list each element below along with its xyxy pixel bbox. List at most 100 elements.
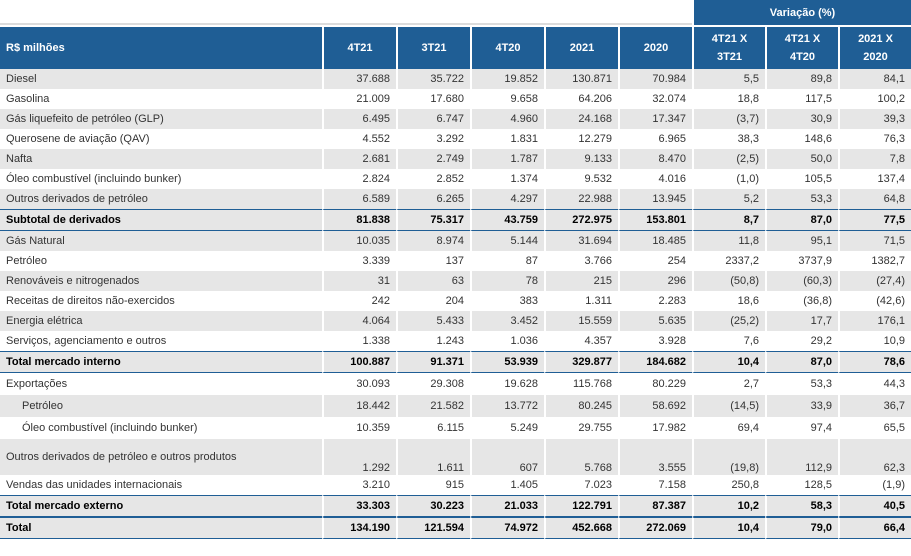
row-label: Gasolina [0, 89, 322, 109]
row-value: 1.292 [322, 439, 396, 475]
column-header-var-2021-2020: 2021 X 2020 [838, 25, 911, 69]
table-row: Outros derivados de petróleo 6.589 6.265 4.… [0, 189, 911, 209]
row-value: 64.206 [544, 89, 618, 109]
row-value: 69,4 [692, 417, 765, 439]
column-header-label: R$ milhões [0, 25, 322, 69]
row-value: 21.009 [322, 89, 396, 109]
row-value: 3.339 [322, 251, 396, 271]
row-value: 6.589 [322, 189, 396, 209]
table-row: Exportações 30.093 29.308 19.628 115.768 80.2… [0, 373, 911, 395]
row-value: 9.133 [544, 149, 618, 169]
row-value: 80.229 [618, 373, 692, 395]
row-value: 13.945 [618, 189, 692, 209]
row-value: 53.939 [470, 351, 544, 373]
row-value: 1.787 [470, 149, 544, 169]
row-label: Diesel [0, 69, 322, 89]
row-value: 4.064 [322, 311, 396, 331]
row-value: 64,8 [838, 189, 911, 209]
table-row: Total mercado interno 100.887 91.371 53.939… [0, 351, 911, 373]
row-value: 607 [470, 439, 544, 475]
row-value: 7.023 [544, 475, 618, 495]
row-label: Nafta [0, 149, 322, 169]
row-value: 81.838 [322, 209, 396, 231]
row-value: 7,6 [692, 331, 765, 351]
table-row: Diesel 37.688 35.722 19.852 130.871 70.984 5,5… [0, 69, 911, 89]
row-value: 204 [396, 291, 470, 311]
row-value: 71,5 [838, 231, 911, 251]
row-value: (27,4) [838, 271, 911, 291]
row-value: 75.317 [396, 209, 470, 231]
row-value: 3.555 [618, 439, 692, 475]
row-value: 36,7 [838, 395, 911, 417]
row-value: 40,5 [838, 495, 911, 517]
row-value: 10,4 [692, 351, 765, 373]
row-label: Vendas das unidades internacionais [0, 475, 322, 495]
row-value: 153.801 [618, 209, 692, 231]
row-value: 87,0 [765, 209, 838, 231]
row-value: 7,8 [838, 149, 911, 169]
row-value: (60,3) [765, 271, 838, 291]
row-value: 17,7 [765, 311, 838, 331]
row-value: 33,9 [765, 395, 838, 417]
row-value: 10.359 [322, 417, 396, 439]
row-value: (1,9) [838, 475, 911, 495]
row-value: 78 [470, 271, 544, 291]
row-value: 53,3 [765, 373, 838, 395]
table-body: Diesel 37.688 35.722 19.852 130.871 70.984 5,5… [0, 69, 911, 539]
row-label: Subtotal de derivados [0, 209, 322, 231]
row-value: 78,6 [838, 351, 911, 373]
row-value: 8.470 [618, 149, 692, 169]
row-value: 63 [396, 271, 470, 291]
row-value: 3.766 [544, 251, 618, 271]
row-value: 250,8 [692, 475, 765, 495]
row-value: (50,8) [692, 271, 765, 291]
row-value: 184.682 [618, 351, 692, 373]
row-value: 6.115 [396, 417, 470, 439]
row-value: 8,7 [692, 209, 765, 231]
row-value: 6.965 [618, 129, 692, 149]
row-value: 329.877 [544, 351, 618, 373]
row-value: 272.975 [544, 209, 618, 231]
row-value: 3.928 [618, 331, 692, 351]
row-value: 3.292 [396, 129, 470, 149]
row-value: 70.984 [618, 69, 692, 89]
row-value: 1.374 [470, 169, 544, 189]
row-value: 12.279 [544, 129, 618, 149]
row-value: 17.680 [396, 89, 470, 109]
row-value: 95,1 [765, 231, 838, 251]
row-value: 5.433 [396, 311, 470, 331]
row-value: 21.033 [470, 495, 544, 517]
row-value: 30.223 [396, 495, 470, 517]
row-value: (1,0) [692, 169, 765, 189]
row-value: 87,0 [765, 351, 838, 373]
table-row: Energia elétrica 4.064 5.433 3.452 15.559 5.6… [0, 311, 911, 331]
row-value: 112,9 [765, 439, 838, 475]
table-row: Receitas de direitos não-exercidos 242 204… [0, 291, 911, 311]
table-row: Petróleo 3.339 137 87 3.766 254 2337,2 3737,9 13… [0, 251, 911, 271]
row-value: 58,3 [765, 495, 838, 517]
row-value: 18,6 [692, 291, 765, 311]
row-value: 1382,7 [838, 251, 911, 271]
row-value: 1.311 [544, 291, 618, 311]
table-row: Vendas das unidades internacionais 3.210 9… [0, 475, 911, 495]
row-label: Querosene de aviação (QAV) [0, 129, 322, 149]
row-label: Total [0, 517, 322, 539]
revenue-table: Variação (%) R$ milhões 4T21 3T21 4T20 2… [0, 0, 911, 539]
row-label: Receitas de direitos não-exercidos [0, 291, 322, 311]
row-value: (25,2) [692, 311, 765, 331]
table-row: Petróleo 18.442 21.582 13.772 80.245 58.692 (1… [0, 395, 911, 417]
row-label: Serviços, agenciamento e outros [0, 331, 322, 351]
table-row: Óleo combustível (incluindo bunker) 2.824… [0, 169, 911, 189]
row-value: 6.495 [322, 109, 396, 129]
row-value: 128,5 [765, 475, 838, 495]
row-value: 38,3 [692, 129, 765, 149]
column-header-3t21: 3T21 [396, 25, 470, 69]
table-row: Nafta 2.681 2.749 1.787 9.133 8.470 (2,5) 50,0 7… [0, 149, 911, 169]
row-value: 176,1 [838, 311, 911, 331]
row-value: 18,8 [692, 89, 765, 109]
row-value: 65,5 [838, 417, 911, 439]
column-header-4t20: 4T20 [470, 25, 544, 69]
row-value: 1.036 [470, 331, 544, 351]
row-value: 53,3 [765, 189, 838, 209]
row-value: 3.210 [322, 475, 396, 495]
